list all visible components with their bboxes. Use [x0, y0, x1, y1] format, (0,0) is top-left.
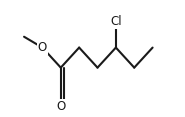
Text: O: O: [56, 100, 65, 113]
Text: Cl: Cl: [110, 15, 122, 28]
Text: O: O: [38, 41, 47, 54]
